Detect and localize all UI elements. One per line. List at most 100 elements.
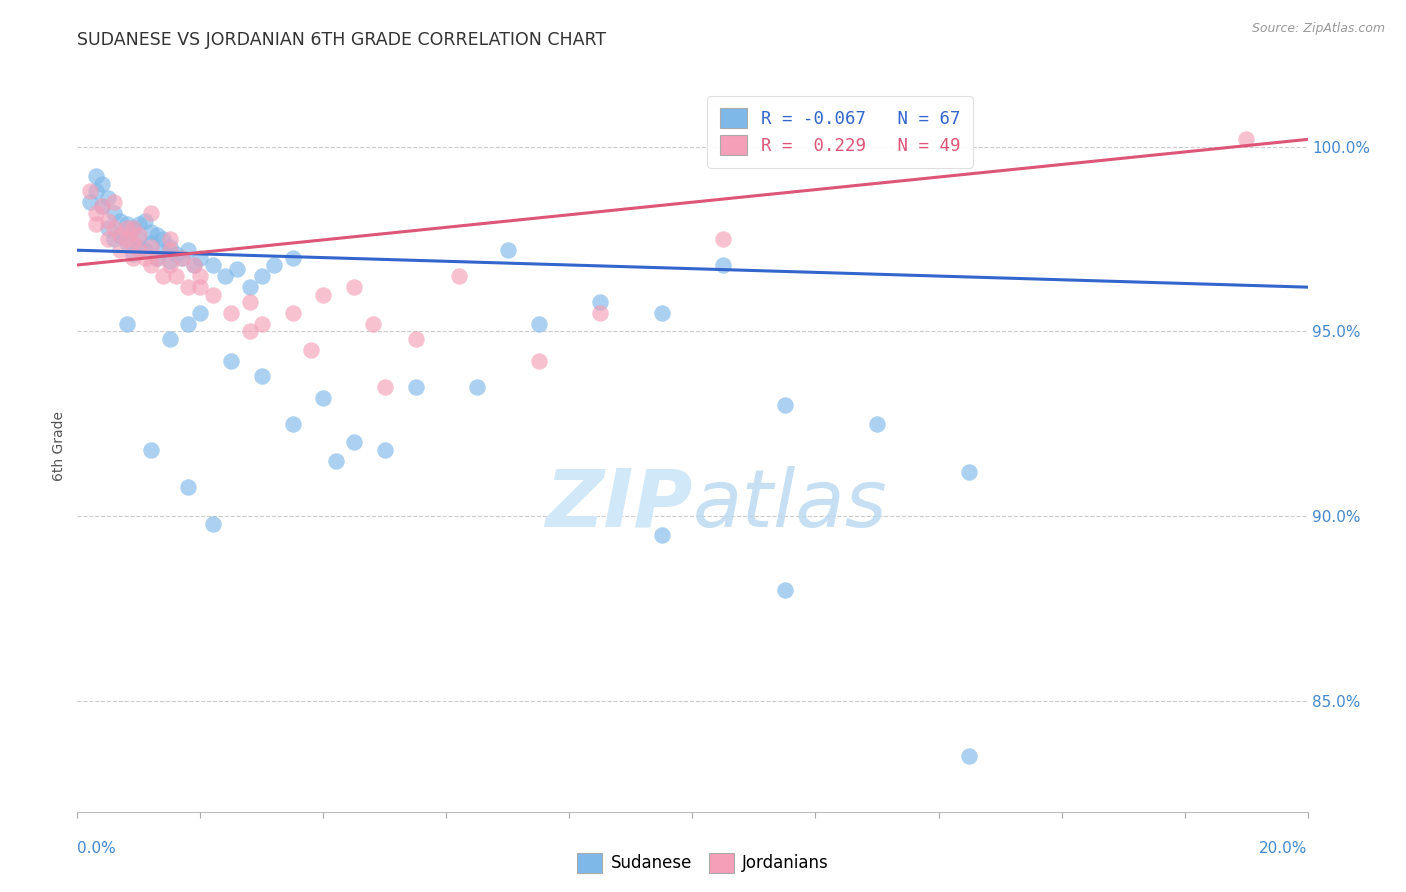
- Point: [281, 251, 304, 265]
- Point: [152, 268, 174, 283]
- Point: [374, 442, 396, 457]
- Point: [152, 244, 174, 258]
- Point: [201, 287, 224, 301]
- Point: [115, 235, 138, 250]
- Point: [201, 516, 224, 531]
- Point: [651, 306, 673, 320]
- Point: [146, 251, 169, 265]
- Point: [226, 261, 249, 276]
- Point: [177, 317, 200, 331]
- Point: [374, 380, 396, 394]
- Text: 0.0%: 0.0%: [77, 841, 117, 856]
- Point: [183, 258, 205, 272]
- Point: [141, 206, 163, 220]
- Point: [711, 258, 734, 272]
- Point: [250, 268, 273, 283]
- Point: [159, 254, 181, 268]
- Point: [121, 251, 143, 265]
- Point: [79, 184, 101, 198]
- Point: [170, 251, 193, 265]
- Point: [250, 368, 273, 383]
- Point: [773, 583, 796, 598]
- Point: [239, 294, 262, 309]
- Point: [239, 325, 262, 339]
- Point: [97, 232, 120, 246]
- Point: [711, 232, 734, 246]
- Point: [84, 184, 107, 198]
- Point: [103, 221, 125, 235]
- Point: [90, 177, 114, 191]
- Legend: Sudanese, Jordanians: Sudanese, Jordanians: [571, 847, 835, 880]
- Point: [773, 398, 796, 412]
- Point: [159, 232, 181, 246]
- Point: [866, 417, 889, 431]
- Point: [128, 244, 150, 258]
- Point: [957, 465, 980, 479]
- Point: [103, 195, 125, 210]
- Point: [141, 258, 163, 272]
- Point: [165, 268, 187, 283]
- Point: [141, 235, 163, 250]
- Point: [84, 169, 107, 184]
- Point: [188, 251, 212, 265]
- Point: [97, 192, 120, 206]
- Text: SUDANESE VS JORDANIAN 6TH GRADE CORRELATION CHART: SUDANESE VS JORDANIAN 6TH GRADE CORRELAT…: [77, 31, 606, 49]
- Point: [219, 306, 242, 320]
- Point: [312, 391, 335, 405]
- Point: [159, 258, 181, 272]
- Point: [110, 228, 132, 243]
- Point: [239, 280, 262, 294]
- Point: [201, 258, 224, 272]
- Point: [134, 244, 156, 258]
- Point: [325, 454, 347, 468]
- Point: [121, 235, 143, 250]
- Point: [110, 228, 132, 243]
- Text: Source: ZipAtlas.com: Source: ZipAtlas.com: [1251, 22, 1385, 36]
- Point: [589, 294, 612, 309]
- Point: [299, 343, 322, 357]
- Point: [159, 332, 181, 346]
- Point: [312, 287, 335, 301]
- Point: [115, 218, 138, 232]
- Point: [141, 442, 163, 457]
- Point: [103, 232, 125, 246]
- Point: [121, 221, 143, 235]
- Point: [281, 306, 304, 320]
- Point: [447, 268, 470, 283]
- Point: [115, 317, 138, 331]
- Point: [115, 221, 138, 235]
- Point: [527, 317, 550, 331]
- Point: [957, 749, 980, 764]
- Point: [110, 244, 132, 258]
- Point: [250, 317, 273, 331]
- Point: [84, 218, 107, 232]
- Point: [527, 354, 550, 368]
- Point: [110, 213, 132, 227]
- Point: [343, 280, 366, 294]
- Point: [214, 268, 236, 283]
- Text: atlas: atlas: [693, 466, 887, 543]
- Point: [281, 417, 304, 431]
- Point: [152, 232, 174, 246]
- Point: [121, 221, 143, 235]
- Point: [405, 332, 427, 346]
- Point: [79, 195, 101, 210]
- Point: [159, 239, 181, 253]
- Point: [97, 213, 120, 227]
- Y-axis label: 6th Grade: 6th Grade: [52, 411, 66, 481]
- Point: [146, 251, 169, 265]
- Point: [146, 228, 169, 243]
- Point: [361, 317, 384, 331]
- Point: [141, 239, 163, 253]
- Point: [134, 251, 156, 265]
- Point: [134, 213, 156, 227]
- Point: [177, 480, 200, 494]
- Point: [115, 232, 138, 246]
- Point: [159, 244, 181, 258]
- Point: [103, 206, 125, 220]
- Point: [188, 306, 212, 320]
- Point: [90, 199, 114, 213]
- Point: [128, 239, 150, 253]
- Point: [343, 435, 366, 450]
- Point: [589, 306, 612, 320]
